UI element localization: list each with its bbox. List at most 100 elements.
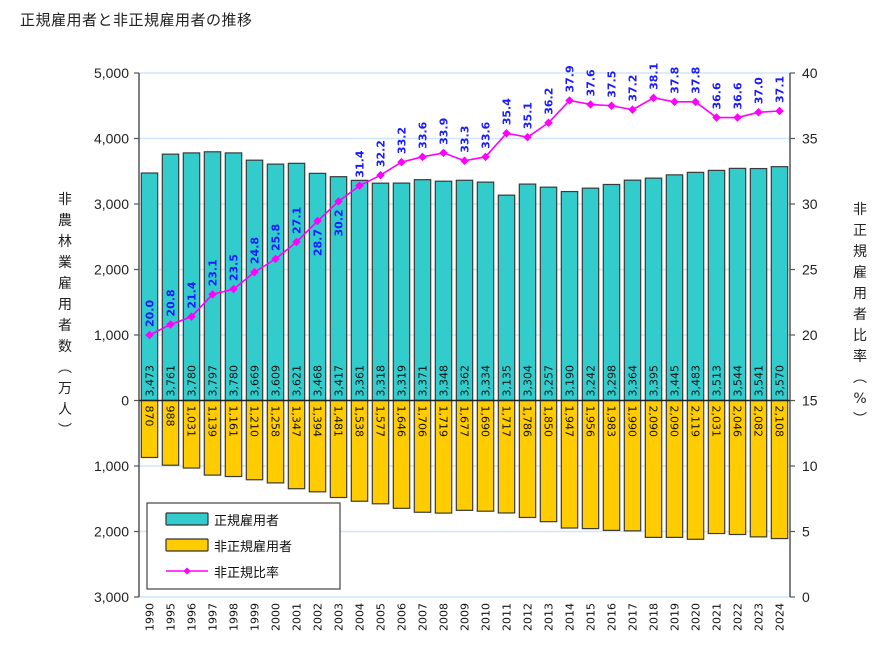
- y-tick-label: 4,000: [94, 131, 129, 147]
- y-tick-label: 3,000: [94, 196, 129, 212]
- x-tick-label: 2002: [312, 603, 325, 631]
- value-label-ratio: 36.6: [732, 82, 745, 109]
- value-label-nonregular: 1,577: [374, 406, 387, 438]
- bar-regular-2001: [287, 162, 306, 402]
- value-label-ratio: 21.4: [186, 281, 199, 308]
- bar-regular-1995: [161, 153, 180, 402]
- x-tick-label: 2013: [543, 603, 556, 631]
- x-tick-label: 2020: [690, 603, 703, 631]
- value-label-nonregular: 1,786: [521, 406, 534, 438]
- x-tick-label: 2011: [501, 603, 514, 631]
- value-label-nonregular: 2,031: [710, 406, 723, 438]
- value-label-nonregular: 1,481: [332, 406, 345, 438]
- y-tick-label: 1,000: [94, 327, 129, 343]
- value-label-ratio: 37.1: [774, 76, 787, 103]
- legend-swatch-nonregular: [165, 538, 209, 552]
- right-axis-ticks: 40 35 30 25 20 15 10 5 0: [790, 65, 818, 605]
- value-label-nonregular: 1,719: [437, 406, 450, 438]
- value-label-ratio: 33.3: [459, 126, 472, 153]
- y2-tick-label: 30: [802, 196, 818, 212]
- ratio-marker-2017: [628, 105, 637, 114]
- x-tick-label: 2023: [753, 603, 766, 631]
- x-tick-label: 2010: [480, 603, 493, 631]
- ratio-marker-2008: [439, 148, 448, 158]
- ratio-marker-2003: [334, 197, 343, 206]
- y-tick-label: 5,000: [94, 65, 129, 81]
- x-tick-label: 2012: [522, 603, 535, 631]
- value-label-nonregular: 2,119: [689, 406, 702, 438]
- ratio-marker-2019: [670, 97, 679, 107]
- left-axis-title: 非農林業雇用者数 ︵ 万人 ︶: [58, 192, 72, 439]
- left-axis-ticks: 5,000 4,000 3,000 2,000 1,000 0 1,000 2,000 3,00…: [94, 65, 139, 605]
- x-tick-label: 2024: [774, 603, 787, 631]
- bar-regular-1999: [245, 159, 264, 402]
- x-tick-label: 2008: [438, 603, 451, 631]
- value-label-regular: 3,364: [627, 365, 640, 397]
- value-label-nonregular: 1,677: [458, 406, 471, 438]
- value-label-nonregular: 1,850: [542, 406, 555, 438]
- x-tick-label: 2015: [585, 603, 598, 631]
- value-label-nonregular: 1,210: [248, 406, 261, 438]
- ratio-marker-2022: [733, 113, 742, 122]
- value-label-regular: 3,513: [711, 365, 724, 397]
- value-label-ratio: 31.4: [354, 150, 367, 177]
- x-tick-label: 2007: [417, 603, 430, 631]
- value-label-regular: 3,304: [522, 365, 535, 397]
- value-label-regular: 3,797: [207, 365, 220, 397]
- x-tick-label: 2003: [333, 603, 346, 631]
- ratio-marker-1997: [208, 290, 217, 299]
- value-label-regular: 3,669: [249, 365, 262, 397]
- value-label-ratio: 37.8: [669, 67, 682, 94]
- value-label-regular: 3,395: [648, 365, 661, 397]
- value-label-ratio: 20.8: [165, 289, 178, 316]
- legend-swatch-ratio-marker: [183, 567, 191, 575]
- value-label-ratio: 33.2: [396, 127, 409, 154]
- y-tick-label: 0: [121, 393, 129, 409]
- ratio-marker-1998: [229, 284, 238, 294]
- value-label-regular: 3,445: [669, 365, 682, 397]
- value-label-regular: 3,761: [165, 365, 178, 397]
- value-label-regular: 3,334: [480, 365, 493, 397]
- y2-tick-label: 35: [802, 131, 818, 147]
- value-label-ratio: 38.1: [648, 63, 661, 90]
- x-tick-label: 2018: [648, 603, 661, 631]
- value-label-nonregular: 1,161: [227, 406, 240, 438]
- value-label-nonregular: 1,538: [353, 406, 366, 438]
- value-label-nonregular: 1,717: [500, 406, 513, 438]
- x-tick-label: 2022: [732, 603, 745, 631]
- x-tick-label: 2009: [459, 603, 472, 631]
- value-label-nonregular: 1,139: [206, 406, 219, 438]
- value-label-regular: 3,417: [333, 365, 346, 397]
- ratio-marker-2004: [355, 181, 364, 190]
- non-regular-employees-labels: 870 988 1,031 1,139 1,161 1,210 1,258 1,347 1,39…: [143, 406, 786, 438]
- value-label-ratio: 23.5: [228, 254, 241, 281]
- ratio-marker-1999: [250, 267, 259, 277]
- value-label-nonregular: 2,046: [731, 406, 744, 438]
- value-label-ratio: 33.9: [438, 118, 451, 145]
- ratio-marker-2006: [397, 157, 406, 167]
- value-label-nonregular: 988: [164, 406, 177, 427]
- value-label-regular: 3,780: [186, 365, 199, 397]
- value-label-ratio: 32.2: [375, 140, 388, 167]
- ratio-marker-2000: [271, 254, 280, 264]
- value-label-ratio: 23.1: [207, 259, 220, 286]
- value-label-regular: 3,609: [270, 365, 283, 397]
- right-axis-title: 非正規雇用者比率 ︵% ︶: [853, 202, 867, 428]
- x-axis-ticks: 1990 1995 1996 1997 1998 1999 2000 2001 2002 2003…: [144, 603, 787, 631]
- legend-label-ratio: 非正規比率: [214, 565, 279, 581]
- value-label-regular: 3,318: [375, 365, 388, 397]
- value-label-regular: 3,298: [606, 365, 619, 397]
- value-label-nonregular: 1,947: [563, 406, 576, 438]
- x-tick-label: 1996: [186, 603, 199, 631]
- value-label-nonregular: 2,090: [668, 406, 681, 438]
- value-label-ratio: 27.1: [291, 207, 304, 234]
- ratio-marker-2005: [376, 170, 385, 180]
- y2-tick-label: 5: [802, 524, 810, 540]
- ratio-marker-1996: [187, 312, 196, 321]
- value-label-regular: 3,544: [732, 365, 745, 397]
- value-label-nonregular: 2,082: [752, 406, 765, 438]
- value-label-nonregular: 1,990: [626, 406, 639, 438]
- ratio-marker-2009: [460, 156, 469, 166]
- value-label-nonregular: 1,031: [185, 406, 198, 438]
